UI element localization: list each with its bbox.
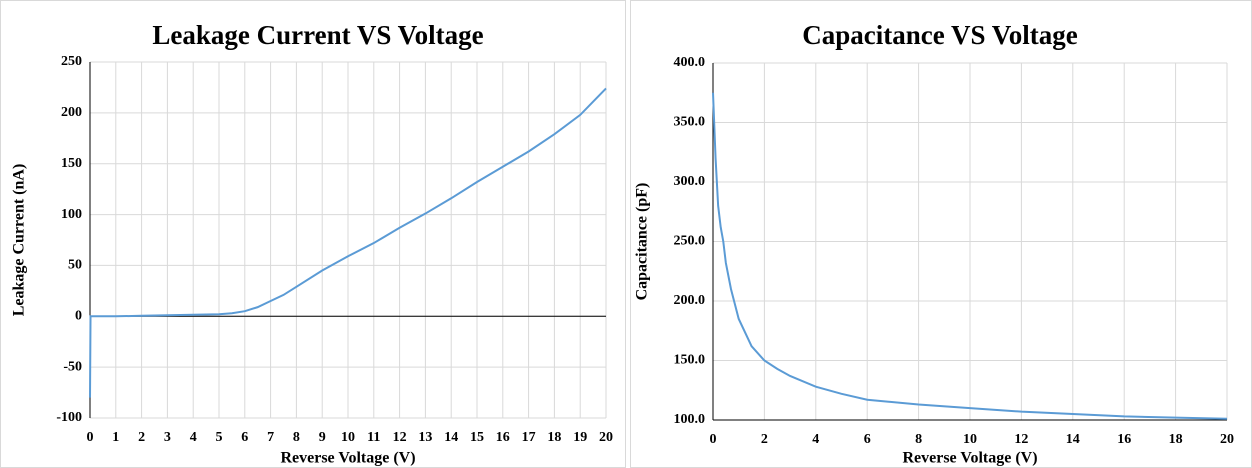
y-tick-label: 250 bbox=[61, 54, 82, 69]
x-tick-label: 8 bbox=[293, 430, 300, 445]
x-tick-label: 6 bbox=[241, 430, 248, 445]
y-axis-label: Capacitance (pF) bbox=[634, 183, 651, 301]
x-tick-label: 14 bbox=[444, 430, 458, 445]
x-tick-label: 0 bbox=[87, 430, 94, 445]
x-tick-label: 7 bbox=[267, 430, 274, 445]
x-tick-label: 2 bbox=[138, 430, 145, 445]
x-tick-label: 18 bbox=[547, 430, 561, 445]
chart-title: Capacitance VS Voltage bbox=[802, 20, 1078, 50]
y-tick-label: 200 bbox=[61, 105, 82, 120]
y-tick-label: 100.0 bbox=[674, 412, 706, 427]
x-tick-label: 12 bbox=[1014, 432, 1028, 447]
x-tick-label: 4 bbox=[190, 430, 197, 445]
x-tick-label: 8 bbox=[915, 432, 922, 447]
y-axis-label: Leakage Current (nA) bbox=[11, 164, 28, 317]
x-axis-label: Reverse Voltage (V) bbox=[280, 450, 415, 467]
panel bbox=[630, 0, 1252, 468]
x-tick-label: 6 bbox=[864, 432, 871, 447]
x-tick-label: 20 bbox=[599, 430, 613, 445]
y-tick-label: 0 bbox=[75, 309, 82, 324]
x-tick-label: 5 bbox=[216, 430, 223, 445]
x-tick-label: 11 bbox=[367, 430, 380, 445]
x-tick-label: 20 bbox=[1220, 432, 1234, 447]
x-tick-label: 14 bbox=[1066, 432, 1080, 447]
y-tick-label: 400.0 bbox=[674, 55, 706, 70]
y-tick-label: 100 bbox=[61, 207, 82, 222]
x-tick-label: 2 bbox=[761, 432, 768, 447]
data-line bbox=[89, 87, 607, 398]
x-tick-label: 1 bbox=[112, 430, 119, 445]
panel bbox=[0, 0, 626, 468]
x-tick-label: 12 bbox=[393, 430, 407, 445]
data-line bbox=[712, 92, 1228, 420]
x-axis-label: Reverse Voltage (V) bbox=[902, 450, 1037, 467]
y-tick-label: 50 bbox=[68, 258, 82, 273]
x-tick-label: 4 bbox=[812, 432, 819, 447]
x-tick-label: 13 bbox=[418, 430, 432, 445]
x-tick-label: 17 bbox=[522, 430, 536, 445]
x-tick-label: 16 bbox=[496, 430, 510, 445]
x-tick-label: 9 bbox=[319, 430, 326, 445]
y-tick-label: 300.0 bbox=[674, 174, 706, 189]
x-tick-label: 10 bbox=[341, 430, 355, 445]
y-tick-label: 350.0 bbox=[674, 115, 706, 130]
x-tick-label: 19 bbox=[573, 430, 587, 445]
y-tick-label: -50 bbox=[63, 359, 82, 374]
x-tick-label: 3 bbox=[164, 430, 171, 445]
x-tick-label: 18 bbox=[1169, 432, 1183, 447]
chart-title: Leakage Current VS Voltage bbox=[152, 20, 483, 50]
y-tick-label: -100 bbox=[56, 410, 82, 425]
y-tick-label: 150.0 bbox=[674, 353, 706, 368]
y-tick-label: 250.0 bbox=[674, 234, 706, 249]
x-tick-label: 0 bbox=[710, 432, 717, 447]
y-tick-label: 200.0 bbox=[674, 293, 706, 308]
x-tick-label: 15 bbox=[470, 430, 484, 445]
x-tick-label: 10 bbox=[963, 432, 977, 447]
y-tick-label: 150 bbox=[61, 156, 82, 171]
x-tick-label: 16 bbox=[1117, 432, 1131, 447]
